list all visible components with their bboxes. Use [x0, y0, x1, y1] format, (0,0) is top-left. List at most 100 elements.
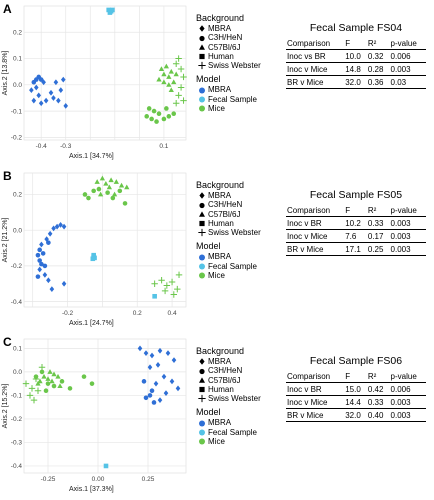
data-point	[151, 280, 158, 287]
data-point	[172, 60, 180, 68]
legend-label: MBRA	[208, 24, 232, 34]
legend-background-title: Background	[196, 13, 245, 23]
data-point	[39, 241, 44, 248]
y-axis-label: Axis.2 [21.2%]	[2, 218, 9, 263]
table-header: Comparison	[286, 371, 345, 383]
legend-item: MBRA	[196, 191, 261, 200]
table-row: Inoc v Mice 7.6 0.17 0.003	[286, 229, 426, 243]
data-point	[98, 191, 104, 197]
legend-label: Mice	[208, 436, 225, 446]
x-axis-label: Axis.1 [37.3%]	[69, 486, 114, 493]
legend-label: Mice	[208, 270, 225, 280]
data-point	[96, 186, 102, 192]
data-point	[49, 378, 55, 384]
y-tick-label: 0.1	[13, 56, 22, 63]
table-row: Inoc v Mice 14.8 0.28 0.003	[286, 62, 426, 76]
data-point	[110, 195, 116, 201]
data-point	[122, 201, 128, 206]
data-point	[99, 175, 106, 181]
plot-background	[23, 172, 187, 308]
data-point	[34, 387, 42, 394]
data-point	[89, 381, 95, 386]
table-row: BR v Mice 32.0 0.36 0.03	[286, 75, 426, 89]
legend-label: C3H/HeN	[208, 366, 243, 376]
data-point	[45, 376, 51, 381]
table-cell: 0.003	[389, 62, 426, 76]
x-tick-label: -0.2	[62, 310, 74, 317]
y-tick-label: -0.3	[11, 440, 23, 447]
panel-label: A	[3, 2, 12, 16]
data-point	[170, 291, 178, 298]
data-point	[58, 221, 63, 228]
data-point	[37, 247, 42, 253]
legend-label: Swiss Webster	[208, 61, 261, 71]
x-tick-label: 0.1	[159, 143, 168, 150]
data-point	[63, 102, 69, 109]
data-point	[105, 190, 110, 195]
cross-icon	[198, 394, 206, 403]
data-point	[156, 76, 162, 82]
legend-item: Swiss Webster	[196, 228, 261, 237]
table-cell: BR v Mice	[286, 242, 345, 256]
data-point	[175, 55, 182, 62]
data-point	[157, 347, 163, 354]
data-point	[94, 179, 100, 184]
legend-b: Background MBRA C3H/HeN C57Bl/6J Human S…	[196, 180, 261, 280]
data-point	[29, 87, 34, 93]
data-point	[137, 345, 143, 352]
table-cell: 15.0	[344, 382, 367, 396]
data-point	[35, 380, 41, 386]
data-point	[168, 68, 174, 74]
data-point	[39, 261, 44, 267]
legend-label: Mice	[208, 103, 225, 113]
legend-item: Human	[196, 219, 261, 228]
legend-label: MBRA	[208, 418, 232, 428]
data-point	[149, 388, 155, 394]
data-point	[91, 188, 96, 194]
y-tick-label: 0.2	[13, 29, 22, 36]
circle-icon	[199, 429, 205, 436]
legend-label: Human	[208, 384, 234, 394]
data-point	[90, 256, 96, 262]
legend-label: MBRA	[208, 191, 232, 201]
data-point	[161, 71, 167, 77]
legend-item: Swiss Webster	[196, 394, 261, 403]
y-tick-label: -0.2	[11, 263, 23, 270]
data-point	[106, 184, 112, 190]
legend-item: MBRA	[196, 85, 261, 94]
data-point	[168, 87, 174, 93]
data-point	[143, 350, 149, 356]
legend-item: MBRA	[196, 252, 261, 261]
data-point	[149, 116, 154, 122]
circle-icon	[199, 105, 205, 112]
legend-item: MBRA	[196, 24, 261, 33]
table-cell: 32.0	[344, 408, 367, 422]
x-tick-label: 0.00	[92, 476, 105, 483]
x-tick-label: -0.4	[36, 143, 48, 150]
data-point	[111, 191, 118, 197]
data-point	[147, 364, 153, 371]
legend-label: Fecal Sample	[208, 94, 257, 104]
stats-title: Fecal Sample FS04	[309, 22, 403, 34]
legend-label: MBRA	[208, 252, 232, 262]
data-point	[86, 195, 91, 201]
table-cell: 7.6	[344, 229, 367, 243]
panel-label: B	[3, 169, 12, 183]
panel-label: C	[3, 335, 12, 349]
data-point	[56, 97, 61, 104]
legend-item: Mice	[196, 437, 261, 446]
data-point	[41, 373, 47, 379]
y-tick-label: 0.0	[13, 82, 22, 89]
table-cell: 0.36	[366, 75, 390, 89]
legend-item: Mice	[196, 271, 261, 280]
data-point	[30, 396, 38, 404]
data-point	[47, 369, 53, 374]
legend-label: Human	[208, 51, 234, 61]
table-cell: Inoc v BR	[286, 216, 345, 230]
x-tick-label: 0.4	[168, 310, 177, 317]
table-cell: 0.003	[389, 229, 426, 243]
legend-label: MBRA	[208, 85, 232, 95]
table-header: R²	[366, 38, 390, 50]
data-point	[54, 223, 60, 230]
data-point	[155, 361, 161, 368]
